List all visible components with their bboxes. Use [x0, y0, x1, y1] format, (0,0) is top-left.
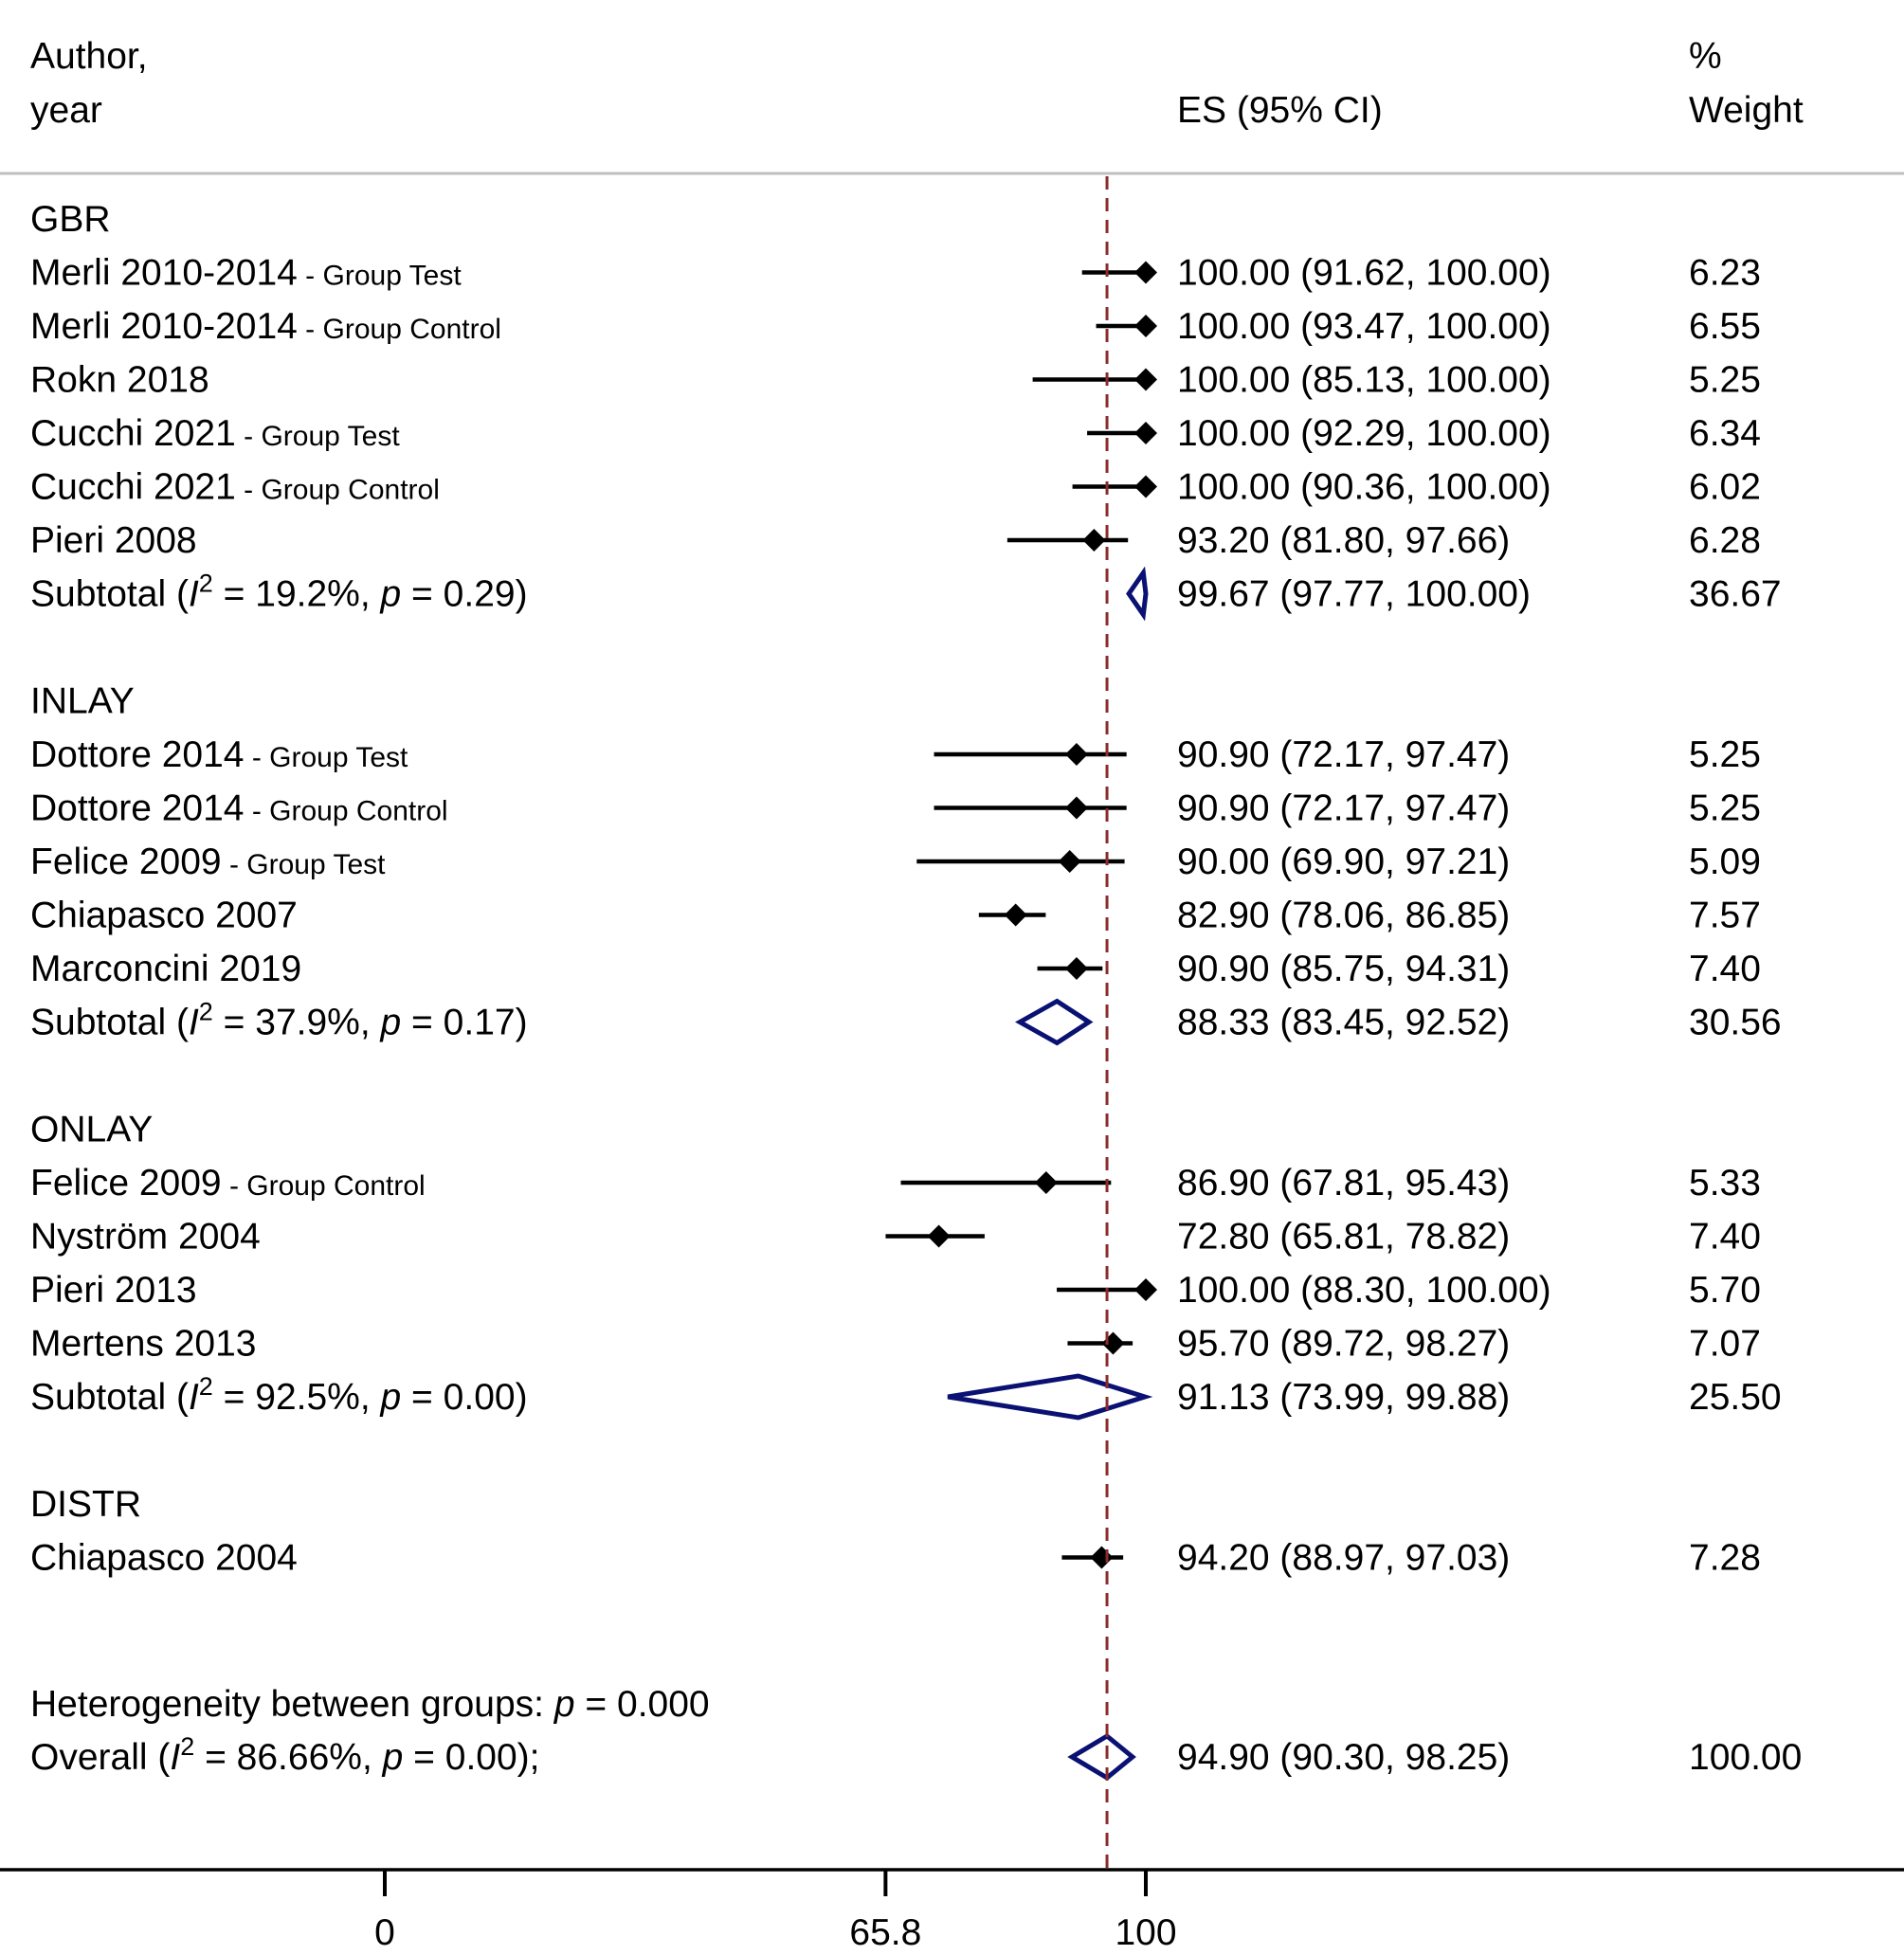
- weight-value: 6.55: [1689, 306, 1761, 347]
- study-label: Nyström 2004: [30, 1217, 261, 1258]
- point-estimate: [927, 1224, 951, 1248]
- header-year: year: [30, 90, 102, 131]
- point-estimate: [1064, 957, 1088, 980]
- es-ci-value: 100.00 (93.47, 100.00): [1177, 306, 1551, 347]
- point-estimate: [1082, 529, 1106, 552]
- study-label: Chiapasco 2007: [30, 896, 298, 936]
- study-label: Cucchi 2021 - Group Control: [30, 467, 440, 508]
- study-label: Merli 2010-2014 - Group Test: [30, 253, 462, 294]
- subtotal-diamond: [1014, 998, 1094, 1046]
- subtotal-label: Subtotal (I2 = 37.9%, p = 0.17): [30, 998, 528, 1043]
- study-label: Mertens 2013: [30, 1324, 256, 1365]
- study-label: Pieri 2013: [30, 1270, 197, 1311]
- weight-value: 7.40: [1689, 1217, 1761, 1258]
- subtotal-es-ci: 88.33 (83.45, 92.52): [1177, 1003, 1510, 1043]
- es-ci-value: 72.80 (65.81, 78.82): [1177, 1217, 1510, 1258]
- weight-value: 7.40: [1689, 949, 1761, 989]
- es-ci-value: 90.00 (69.90, 97.21): [1177, 842, 1510, 882]
- es-ci-value: 86.90 (67.81, 95.43): [1177, 1163, 1510, 1204]
- group-label: INLAY: [30, 681, 135, 722]
- weight-value: 7.07: [1689, 1324, 1761, 1365]
- es-ci-value: 100.00 (92.29, 100.00): [1177, 413, 1551, 454]
- weight-value: 5.70: [1689, 1270, 1761, 1311]
- es-ci-value: 90.90 (72.17, 97.47): [1177, 788, 1510, 829]
- subtotal-es-ci: 91.13 (73.99, 99.88): [1177, 1377, 1510, 1418]
- group-label: DISTR: [30, 1484, 141, 1525]
- heterogeneity-label: Heterogeneity between groups: p = 0.000: [30, 1684, 710, 1725]
- es-ci-value: 93.20 (81.80, 97.66): [1177, 520, 1510, 561]
- point-estimate: [1064, 796, 1088, 820]
- point-estimate: [1090, 1546, 1114, 1569]
- group-label: ONLAY: [30, 1110, 153, 1150]
- header-es: ES (95% CI): [1177, 90, 1383, 131]
- weight-value: 7.28: [1689, 1538, 1761, 1579]
- point-estimate: [1134, 368, 1157, 391]
- study-label: Chiapasco 2004: [30, 1538, 298, 1579]
- weight-value: 6.23: [1689, 253, 1761, 294]
- es-ci-value: 94.20 (88.97, 97.03): [1177, 1538, 1510, 1579]
- overall-weight: 100.00: [1689, 1737, 1802, 1778]
- subtotal-weight: 36.67: [1689, 574, 1782, 615]
- subtotal-diamond: [947, 1373, 1153, 1421]
- forest-rows: GBR Merli 2010-2014 - Group Test 100.00 (9…: [30, 176, 1802, 1870]
- overall-label: Overall (I2 = 86.66%, p = 0.00);: [30, 1732, 540, 1778]
- es-ci-value: 90.90 (72.17, 97.47): [1177, 734, 1510, 775]
- subtotal-label: Subtotal (I2 = 19.2%, p = 0.29): [30, 570, 528, 615]
- subtotal-weight: 25.50: [1689, 1377, 1782, 1418]
- study-label: Dottore 2014 - Group Control: [30, 788, 448, 829]
- es-ci-value: 100.00 (90.36, 100.00): [1177, 467, 1551, 508]
- study-label: Felice 2009 - Group Test: [30, 842, 386, 882]
- x-tick-label: 100: [1115, 1912, 1176, 1953]
- es-ci-value: 82.90 (78.06, 86.85): [1177, 896, 1510, 936]
- es-ci-value: 95.70 (89.72, 98.27): [1177, 1324, 1510, 1365]
- weight-value: 6.28: [1689, 520, 1761, 561]
- overall-es-ci: 94.90 (90.30, 98.25): [1177, 1737, 1510, 1778]
- x-tick-label: 65.8: [849, 1912, 921, 1953]
- weight-value: 5.25: [1689, 734, 1761, 775]
- weight-value: 5.33: [1689, 1163, 1761, 1204]
- x-axis: 0 65.8 100: [0, 1868, 1904, 1953]
- weight-value: 5.25: [1689, 360, 1761, 401]
- point-estimate: [1058, 850, 1081, 873]
- es-ci-value: 100.00 (88.30, 100.00): [1177, 1270, 1551, 1311]
- weight-value: 5.09: [1689, 842, 1761, 882]
- point-estimate: [1134, 315, 1157, 337]
- es-ci-value: 100.00 (85.13, 100.00): [1177, 360, 1551, 401]
- study-label: Merli 2010-2014 - Group Control: [30, 306, 501, 347]
- group-label: GBR: [30, 199, 111, 240]
- point-estimate: [1064, 743, 1088, 766]
- study-label: Rokn 2018: [30, 360, 209, 401]
- weight-value: 7.57: [1689, 896, 1761, 936]
- point-estimate: [1134, 1278, 1157, 1301]
- es-ci-value: 100.00 (91.62, 100.00): [1177, 253, 1551, 294]
- study-label: Felice 2009 - Group Control: [30, 1163, 426, 1204]
- overall-diamond: [1067, 1732, 1136, 1782]
- point-estimate: [1134, 261, 1157, 284]
- point-estimate: [1101, 1331, 1125, 1355]
- subtotal-diamond: [1126, 566, 1149, 622]
- x-tick-label: 0: [374, 1912, 395, 1953]
- subtotal-weight: 30.56: [1689, 1003, 1782, 1043]
- es-ci-value: 90.90 (85.75, 94.31): [1177, 949, 1510, 989]
- point-estimate: [1134, 475, 1157, 498]
- subtotal-label: Subtotal (I2 = 92.5%, p = 0.00): [30, 1372, 528, 1418]
- header-weight: Weight: [1689, 90, 1804, 131]
- header-author: Author,: [30, 36, 148, 77]
- study-label: Pieri 2008: [30, 520, 197, 561]
- study-label: Cucchi 2021 - Group Test: [30, 413, 400, 454]
- subtotal-es-ci: 99.67 (97.77, 100.00): [1177, 574, 1531, 615]
- point-estimate: [1004, 903, 1027, 927]
- weight-value: 6.34: [1689, 413, 1761, 454]
- weight-value: 5.25: [1689, 788, 1761, 829]
- study-label: Marconcini 2019: [30, 949, 301, 989]
- study-label: Dottore 2014 - Group Test: [30, 734, 408, 775]
- header-percent: %: [1689, 36, 1722, 77]
- point-estimate: [1034, 1171, 1058, 1194]
- weight-value: 6.02: [1689, 467, 1761, 508]
- point-estimate: [1134, 422, 1157, 444]
